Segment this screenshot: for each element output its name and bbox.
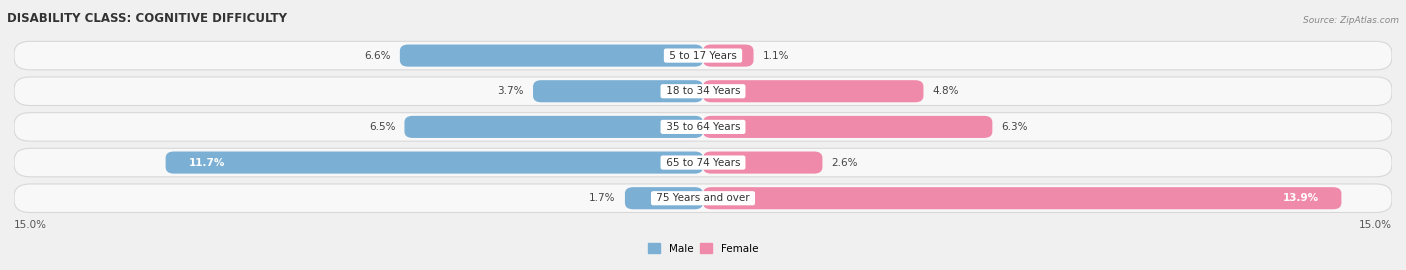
FancyBboxPatch shape <box>703 116 993 138</box>
Text: DISABILITY CLASS: COGNITIVE DIFFICULTY: DISABILITY CLASS: COGNITIVE DIFFICULTY <box>7 12 287 25</box>
Text: 11.7%: 11.7% <box>188 158 225 168</box>
Text: 65 to 74 Years: 65 to 74 Years <box>662 158 744 168</box>
Text: 18 to 34 Years: 18 to 34 Years <box>662 86 744 96</box>
Text: 4.8%: 4.8% <box>932 86 959 96</box>
Text: Source: ZipAtlas.com: Source: ZipAtlas.com <box>1303 16 1399 25</box>
FancyBboxPatch shape <box>14 77 1392 106</box>
Text: 6.3%: 6.3% <box>1001 122 1028 132</box>
FancyBboxPatch shape <box>14 113 1392 141</box>
FancyBboxPatch shape <box>703 151 823 174</box>
FancyBboxPatch shape <box>14 148 1392 177</box>
FancyBboxPatch shape <box>405 116 703 138</box>
Text: 75 Years and over: 75 Years and over <box>652 193 754 203</box>
Text: 1.1%: 1.1% <box>762 50 789 60</box>
FancyBboxPatch shape <box>14 184 1392 212</box>
FancyBboxPatch shape <box>166 151 703 174</box>
Text: 2.6%: 2.6% <box>831 158 858 168</box>
FancyBboxPatch shape <box>533 80 703 102</box>
Text: 15.0%: 15.0% <box>14 220 46 230</box>
Text: 5 to 17 Years: 5 to 17 Years <box>666 50 740 60</box>
FancyBboxPatch shape <box>703 80 924 102</box>
Text: 13.9%: 13.9% <box>1282 193 1319 203</box>
Text: 35 to 64 Years: 35 to 64 Years <box>662 122 744 132</box>
FancyBboxPatch shape <box>703 187 1341 209</box>
FancyBboxPatch shape <box>703 45 754 67</box>
Text: 3.7%: 3.7% <box>498 86 524 96</box>
Text: 1.7%: 1.7% <box>589 193 616 203</box>
FancyBboxPatch shape <box>624 187 703 209</box>
Legend: Male, Female: Male, Female <box>644 239 762 258</box>
FancyBboxPatch shape <box>399 45 703 67</box>
Text: 6.5%: 6.5% <box>368 122 395 132</box>
FancyBboxPatch shape <box>14 41 1392 70</box>
Text: 6.6%: 6.6% <box>364 50 391 60</box>
Text: 15.0%: 15.0% <box>1360 220 1392 230</box>
